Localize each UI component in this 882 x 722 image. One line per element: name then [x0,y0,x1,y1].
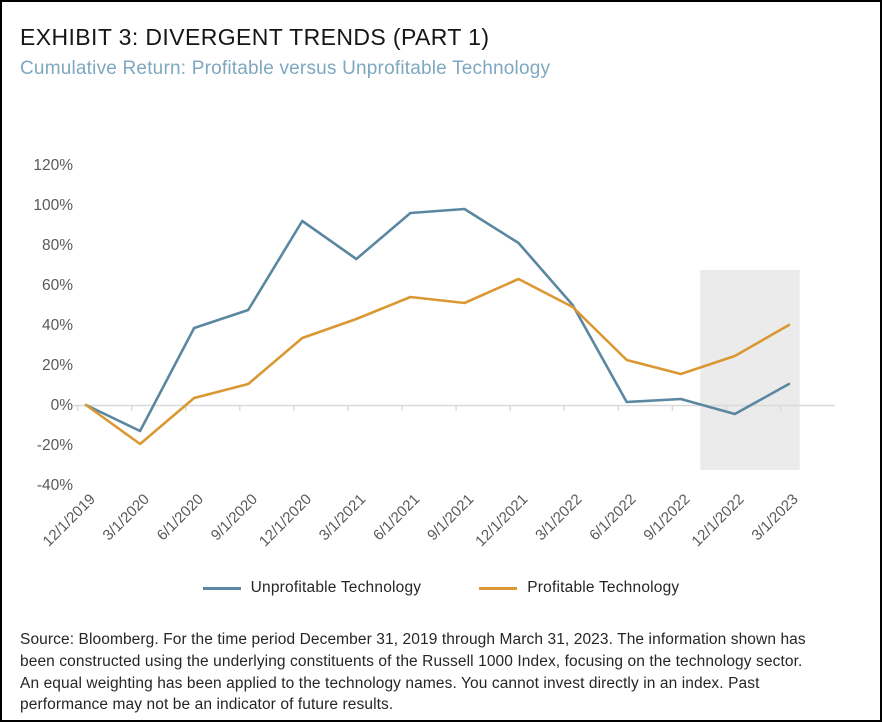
y-axis-label: 100% [33,197,73,214]
x-axis-label: 3/1/2023 [748,491,801,544]
x-axis-label: 9/1/2020 [208,491,261,544]
x-axis-label: 6/1/2022 [586,491,639,544]
x-axis-label: 6/1/2021 [370,491,423,544]
legend-label: Profitable Technology [527,579,680,596]
y-axis-label: 20% [42,357,73,374]
x-axis-label: 12/1/2019 [40,491,99,550]
y-axis-label: 80% [42,237,73,254]
x-axis-label: 3/1/2020 [100,491,153,544]
source-text: Source: Bloomberg. For the time period D… [20,631,806,714]
series-line-profitable-technology [84,277,791,446]
page-subtitle: Cumulative Return: Profitable versus Unp… [20,58,551,79]
x-axis-label: 12/1/2021 [472,491,531,550]
legend-swatch [202,586,241,590]
y-axis-label: 120% [33,157,73,174]
x-axis-label: 3/1/2022 [532,491,585,544]
x-axis-label: 3/1/2021 [316,491,369,544]
legend-item-profitable-technology: Profitable Technology [479,579,679,597]
legend-label: Unprofitable Technology [250,579,422,596]
highlight-band [700,270,800,470]
x-axis-label: 9/1/2021 [424,491,477,544]
legend-item-unprofitable-technology: Unprofitable Technology [202,579,422,597]
x-axis-label: 9/1/2022 [640,491,693,544]
y-axis-label: -20% [37,437,73,454]
chart-legend: Unprofitable Technology Profitable Techno… [2,579,880,597]
legend-swatch [479,586,518,590]
y-axis-label: 60% [42,277,73,294]
y-axis-label: 40% [42,317,73,334]
page-title: EXHIBIT 3: DIVERGENT TRENDS (PART 1) [20,24,490,50]
y-axis-label: -40% [37,477,73,494]
x-axis-label: 12/1/2020 [256,491,315,550]
y-axis-label: 0% [51,397,74,414]
series-line-unprofitable-technology [84,207,791,433]
x-axis-label: 12/1/2022 [688,491,747,550]
x-axis-label: 6/1/2020 [154,491,207,544]
chart-header: EXHIBIT 3: DIVERGENT TRENDS (PART 1) Cum… [20,24,550,80]
